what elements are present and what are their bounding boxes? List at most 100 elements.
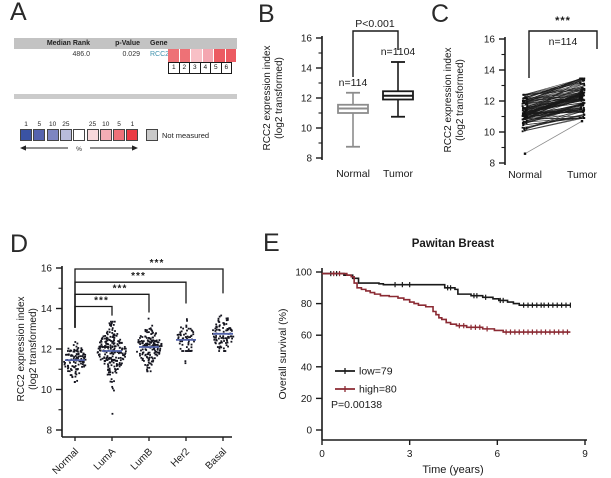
svg-text:n=1104: n=1104 xyxy=(381,46,416,58)
svg-text:***: *** xyxy=(150,258,165,269)
colorscale-swatch xyxy=(99,129,112,141)
svg-text:Normal: Normal xyxy=(51,446,82,477)
panel-label-d: D xyxy=(10,230,29,258)
km-curve-low=79 xyxy=(322,272,571,306)
svg-text:(log2 transformed): (log2 transformed) xyxy=(455,59,466,141)
svg-text:16: 16 xyxy=(41,264,53,275)
gene-link[interactable]: RCC2 xyxy=(150,51,170,58)
svg-text:Time (years): Time (years) xyxy=(422,464,483,476)
svg-text:LumA: LumA xyxy=(92,446,118,472)
heatmap-cell xyxy=(179,49,191,62)
svg-text:Tumor: Tumor xyxy=(567,169,597,181)
svg-text:10: 10 xyxy=(301,124,313,135)
svg-text:14: 14 xyxy=(484,66,496,77)
svg-text:Overall survival (%): Overall survival (%) xyxy=(277,308,289,399)
svg-text:Her2: Her2 xyxy=(169,446,192,469)
svg-text:8: 8 xyxy=(306,154,312,165)
svg-text:3: 3 xyxy=(407,449,413,460)
svg-text:60: 60 xyxy=(301,331,313,342)
svg-text:Pawitan Breast: Pawitan Breast xyxy=(412,238,495,250)
heatmap-cell-number: 6 xyxy=(220,62,232,74)
beeswarm-points xyxy=(63,314,235,415)
heatmap-cell xyxy=(202,49,214,62)
svg-text:12: 12 xyxy=(41,345,53,356)
colorscale-label: 5 xyxy=(37,121,42,128)
colorscale-label: 5 xyxy=(117,121,121,128)
svg-text:14: 14 xyxy=(301,64,313,75)
svg-text:16: 16 xyxy=(484,35,496,46)
svg-text:***: *** xyxy=(555,15,571,27)
table-row: 486.0 0.029 RCC2 xyxy=(14,49,237,60)
box-series xyxy=(337,61,414,148)
svg-text:16: 16 xyxy=(301,34,313,45)
colorscale-label: 1 xyxy=(130,121,135,128)
svg-text:LumB: LumB xyxy=(129,446,155,472)
svg-text:***: *** xyxy=(113,283,128,294)
svg-text:RCC2 expression index: RCC2 expression index xyxy=(262,45,273,150)
colorscale-label: 25 xyxy=(62,121,70,128)
svg-text:8: 8 xyxy=(46,426,52,437)
svg-text:P=0.00138: P=0.00138 xyxy=(331,399,382,411)
km-curve-high=80 xyxy=(322,272,571,333)
svg-text:Basal: Basal xyxy=(204,446,229,471)
svg-text:(log2 transformed): (log2 transformed) xyxy=(28,308,39,390)
svg-text:n=114: n=114 xyxy=(549,36,578,48)
svg-text:40: 40 xyxy=(301,362,313,373)
svg-text:0: 0 xyxy=(319,449,325,460)
not-measured-label: Not measured xyxy=(162,131,210,140)
col-header-p-value: p-Value xyxy=(115,40,140,47)
colorscale-swatch xyxy=(59,129,72,141)
p-value-value: 0.029 xyxy=(122,51,140,58)
heatmap-cell xyxy=(168,49,180,62)
svg-text:14: 14 xyxy=(41,304,53,315)
svg-text:n=114: n=114 xyxy=(339,77,368,89)
colorscale-swatch xyxy=(126,129,139,141)
svg-text:Tumor: Tumor xyxy=(383,168,413,180)
colorscale-swatch xyxy=(113,129,126,141)
svg-text:***: *** xyxy=(131,271,146,282)
svg-text:80: 80 xyxy=(301,299,313,310)
svg-text:10: 10 xyxy=(41,385,53,396)
svg-text:Normal: Normal xyxy=(508,169,542,181)
svg-text:12: 12 xyxy=(301,94,313,105)
panel-c-paired-chart: 8 10 12 14 16 RCC2 expression index (log2 tran… xyxy=(443,15,598,181)
percent-scale-arrows: % xyxy=(20,145,138,153)
svg-text:%: % xyxy=(76,146,82,153)
panel-e-survival-chart: 0 20 40 60 80 100 0 3 6 9 Pawitan Breast Time (year… xyxy=(277,238,588,476)
colorscale-swatch xyxy=(20,129,32,141)
svg-text:Normal: Normal xyxy=(336,168,370,180)
colorscale-label: 25 xyxy=(88,121,97,128)
colorscale-label: 10 xyxy=(48,121,57,128)
panel-label-e: E xyxy=(263,229,280,257)
svg-text:(log2 transformed): (log2 transformed) xyxy=(274,57,285,139)
heatmap-cell xyxy=(225,49,237,62)
col-header-gene: Gene xyxy=(150,40,168,47)
colorscale-legend: 1 5 10 25 25 10 5 1 Not measured% xyxy=(20,120,255,156)
heatmap-cell xyxy=(191,49,203,62)
svg-text:20: 20 xyxy=(301,394,313,405)
separator-bar xyxy=(14,94,237,99)
table-header-bar: Median Rank p-Value Gene xyxy=(14,38,237,49)
svg-text:8: 8 xyxy=(489,159,495,170)
svg-text:P<0.001: P<0.001 xyxy=(355,18,395,30)
colorscale-swatch xyxy=(86,129,99,141)
colorscale-label: 10 xyxy=(102,121,110,128)
panel-label-c: C xyxy=(431,0,450,28)
svg-text:12: 12 xyxy=(484,97,496,108)
panel-label-b: B xyxy=(258,0,275,28)
colorscale-swatch xyxy=(33,129,46,141)
panel-label-a: A xyxy=(10,0,27,26)
paired-lines xyxy=(521,77,586,155)
svg-text:6: 6 xyxy=(495,449,501,460)
svg-text:0: 0 xyxy=(306,426,312,437)
svg-text:RCC2 expression index: RCC2 expression index xyxy=(443,47,454,152)
panel-b-boxplot-chart: 8 10 12 14 16 RCC2 expression index (log2 tran… xyxy=(262,18,416,180)
colorscale-label: 1 xyxy=(24,121,28,128)
colorscale-swatch xyxy=(73,129,86,141)
svg-text:RCC2 expression index: RCC2 expression index xyxy=(16,296,27,401)
heatmap-cell xyxy=(214,49,226,62)
col-header-median-rank: Median Rank xyxy=(46,40,90,47)
svg-text:9: 9 xyxy=(582,449,588,460)
panel-d-beeswarm-chart: 8 10 12 14 16 RCC2 expression index (log2 tran… xyxy=(16,258,235,477)
